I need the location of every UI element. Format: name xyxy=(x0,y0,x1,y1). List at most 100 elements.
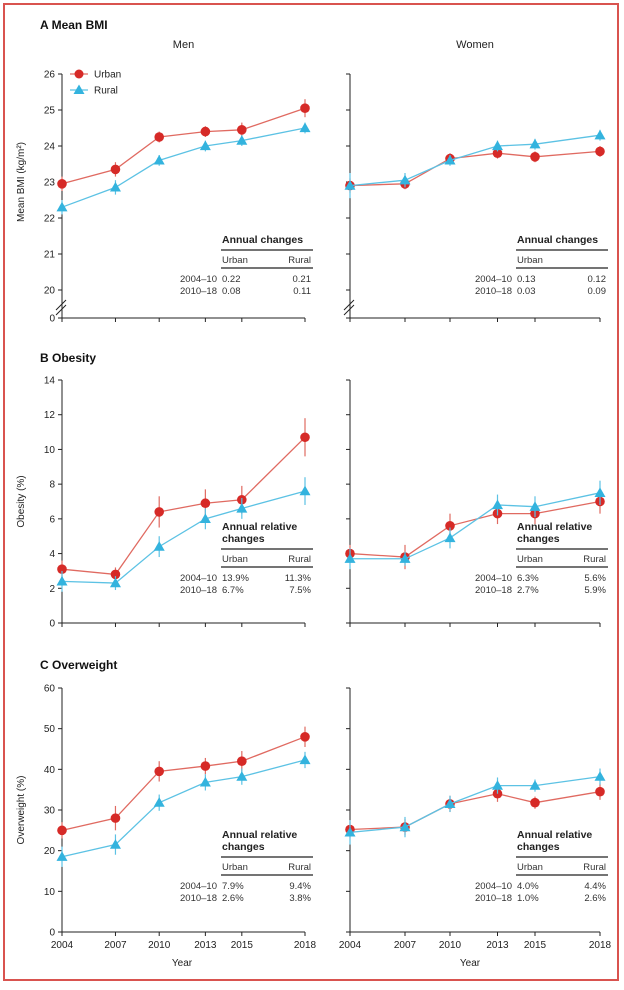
panel-b-men-table-urban-value: 6.7% xyxy=(222,585,244,596)
panel-c-men-rural-line xyxy=(61,759,306,858)
x-tick-label: 2007 xyxy=(394,940,417,951)
y-tick-label: 10 xyxy=(44,887,56,898)
panel-a-women-table-title: Annual changes xyxy=(517,234,598,246)
panel-b-men-rural-point xyxy=(199,513,211,523)
panel-c-women-table-title: changes xyxy=(517,841,560,853)
panel-b-women-table-rural-value: 5.6% xyxy=(584,573,606,584)
panel-b-men-table-title: Annual relative xyxy=(222,521,297,533)
x-tick-label: 2018 xyxy=(589,940,612,951)
panel-c-men-table-urban-value: 7.9% xyxy=(222,881,244,892)
panel-c-women-table-urban-value: 4.0% xyxy=(517,881,539,892)
panel-c-men-table-urban-value: 2.6% xyxy=(222,893,244,904)
panel-a-women-table-period: 2010–18 xyxy=(475,286,512,297)
y-tick-label: 24 xyxy=(44,142,56,153)
panel-c-women-rural-point xyxy=(399,821,411,832)
panel-a-men-rural-point xyxy=(153,154,165,165)
panel-b-men-table-rural-value: 11.3% xyxy=(285,573,312,584)
y-tick-label: 0 xyxy=(49,928,55,939)
y-tick-label: 22 xyxy=(44,214,56,225)
panel-c-men-table-rural-value: 3.8% xyxy=(289,893,311,904)
y-tick-label: 50 xyxy=(44,724,56,735)
panel-a-men-urban-point xyxy=(237,125,247,135)
panel-b-women-rural-point xyxy=(344,553,356,563)
panel-b-men-rural-point xyxy=(236,502,248,513)
panel-c-women-table-header-rural: Rural xyxy=(583,862,606,873)
x-axis-title: Year xyxy=(172,958,193,969)
panel-a-men-axis-break xyxy=(55,304,67,316)
panel-title-b: B Obesity xyxy=(40,351,96,365)
x-tick-label: 2013 xyxy=(194,940,217,951)
legend-urban-label: Urban xyxy=(94,70,121,81)
panel-a-women-axis-break xyxy=(343,304,355,316)
panel-a-men-table-period: 2010–18 xyxy=(180,286,217,297)
panel-c-women-rural-point xyxy=(529,780,541,790)
panel-c-men-urban-point xyxy=(300,732,310,742)
x-tick-label: 2010 xyxy=(439,940,462,951)
panel-b-women-table-urban-value: 6.3% xyxy=(517,573,539,584)
panel-c-women-table-rural-value: 2.6% xyxy=(584,893,606,904)
panel-b-men-urban-point xyxy=(57,564,67,574)
y-tick-label: 20 xyxy=(44,286,56,297)
panel-c-men-table-header-rural: Rural xyxy=(288,862,311,873)
panel-a-women-axis-break xyxy=(343,299,355,311)
panel-c-men-table-period: 2010–18 xyxy=(180,893,217,904)
panel-title-c: C Overweight xyxy=(40,658,117,672)
panel-b-women-rural-line xyxy=(350,492,601,560)
panel-c-men-rural-point xyxy=(199,776,211,787)
panel-b-women-table-period: 2010–18 xyxy=(475,585,512,596)
column-title-women: Women xyxy=(456,39,494,51)
x-tick-label: 2013 xyxy=(486,940,509,951)
panel-c-women-urban-point xyxy=(530,797,540,808)
column-title-men: Men xyxy=(173,39,194,51)
panel-b-men-rural-point xyxy=(153,541,165,551)
panel-b-men-table-period: 2010–18 xyxy=(180,585,217,596)
panel-a-women-rural-point xyxy=(492,140,503,151)
panel-c-women-table-rural-value: 4.4% xyxy=(584,881,606,892)
y-tick-label: 6 xyxy=(49,514,55,525)
panel-b-women-table-rural-value: 5.9% xyxy=(584,585,606,596)
panel-c-men-table-header-urban: Urban xyxy=(222,862,248,873)
panel-a-women-table-header-urban: Urban xyxy=(517,255,543,266)
panel-b-women-urban-point xyxy=(445,521,455,531)
panel-a-men-rural-point xyxy=(56,201,68,212)
panel-b-women-rural-point xyxy=(399,553,411,563)
panel-c-women-rural-point xyxy=(444,798,456,809)
panel-c-women-rural-point xyxy=(344,826,356,837)
panel-a-men-urban-point xyxy=(110,164,121,175)
panel-a-men-table-urban-value: 0.22 xyxy=(222,274,241,285)
panel-a-men-urban-point xyxy=(200,126,211,137)
panel-c-men-rural-point xyxy=(299,754,311,765)
panel-c-women-rural-line xyxy=(349,776,601,834)
panel-c-men-rural-point xyxy=(56,851,68,861)
x-tick-label: 2018 xyxy=(294,940,317,951)
panel-b-men-rural-line xyxy=(61,490,306,584)
panel-letter: B xyxy=(40,351,49,365)
panel-a-women-table-urban-value: 0.13 xyxy=(517,274,536,285)
y-tick-label: 0 xyxy=(49,619,55,630)
panel-a-women-urban-point xyxy=(595,146,605,157)
panel-c-men-urban-point xyxy=(154,766,164,777)
panel-b-women-table-title: changes xyxy=(517,533,560,545)
y-tick-label: 10 xyxy=(44,445,56,456)
panel-c-women-urban-point xyxy=(595,786,605,797)
panel-a-women-table-rural-value: 0.12 xyxy=(588,274,607,285)
panel-a-men-urban-point xyxy=(300,103,310,113)
y-axis-title: Mean BMI (kg/m²) xyxy=(16,142,27,222)
panel-b-women-table-title: Annual relative xyxy=(517,521,592,533)
panel-c-men-table-rural-value: 9.4% xyxy=(289,881,311,892)
panel-a-women-table-urban-value: 0.03 xyxy=(517,286,536,297)
panel-a-men-rural-point xyxy=(199,140,211,151)
panel-c-men-table-title: changes xyxy=(222,841,265,853)
x-tick-label: 2007 xyxy=(104,940,127,951)
panel-title-a: A Mean BMI xyxy=(40,18,108,32)
panel-a-men-urban-point xyxy=(57,179,67,189)
panel-a-men-table-period: 2004–10 xyxy=(180,274,217,285)
panel-c-men-table-period: 2004–10 xyxy=(180,881,217,892)
panel-a-men-urban-point xyxy=(154,132,164,142)
panel-c-women-table-title: Annual relative xyxy=(517,829,592,841)
y-tick-label: 0 xyxy=(49,314,55,325)
y-tick-label: 4 xyxy=(49,549,55,560)
y-tick-label: 23 xyxy=(44,178,56,189)
